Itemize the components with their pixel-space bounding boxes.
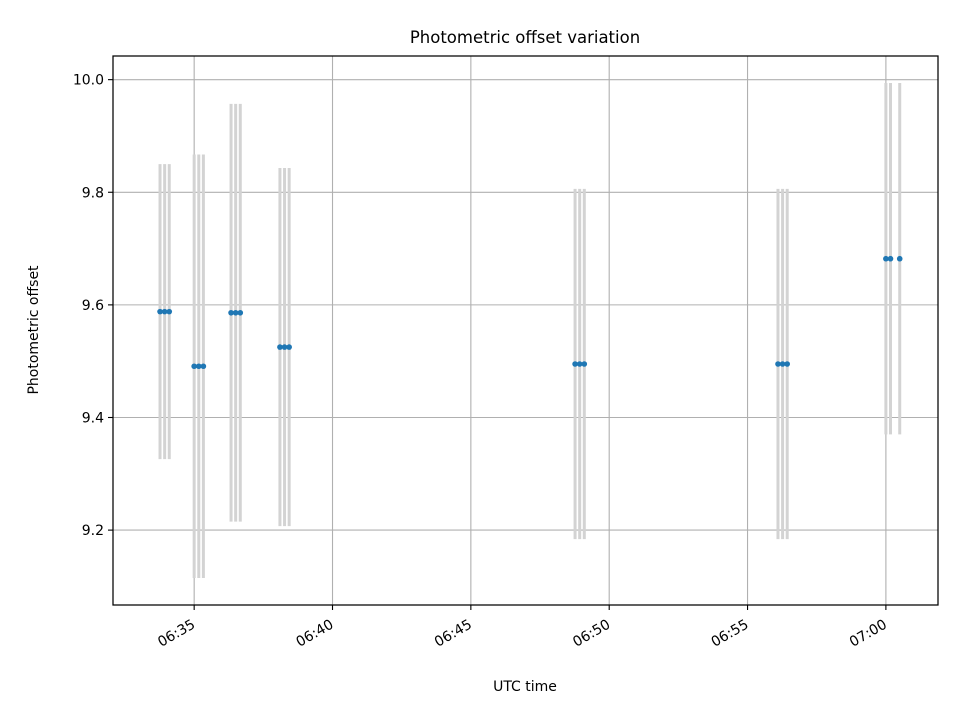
data-points [157,255,903,370]
data-point [576,361,583,367]
data-point [157,308,163,315]
data-point [237,309,244,316]
data-point [883,255,889,262]
data-point [572,361,578,367]
data-point [779,361,786,367]
data-point [277,344,283,350]
data-point [581,361,588,367]
data-point [228,309,234,316]
data-point [191,363,197,370]
y-tick-label: 9.2 [82,523,104,539]
y-tick-label: 9.4 [82,410,104,426]
data-point [161,308,168,315]
data-point [166,308,173,315]
data-point [281,344,288,350]
data-point [200,363,207,370]
y-tick-label: 9.8 [82,185,104,201]
data-point [775,361,781,367]
y-tick-label: 10.0 [73,73,104,89]
chart-title: Photometric offset variation [410,28,640,47]
y-tick-label: 9.6 [82,298,104,314]
y-axis-label: Photometric offset [26,265,42,395]
plot-frame [112,55,939,606]
data-point [896,255,903,262]
y-axis-ticks: 9.2 9.4 9.6 9.8 10.0 [73,73,113,539]
data-point [784,361,791,367]
data-point [286,344,292,350]
data-point [232,309,239,316]
x-axis-label: UTC time [493,679,557,695]
data-point [887,255,894,262]
data-point [195,363,202,370]
